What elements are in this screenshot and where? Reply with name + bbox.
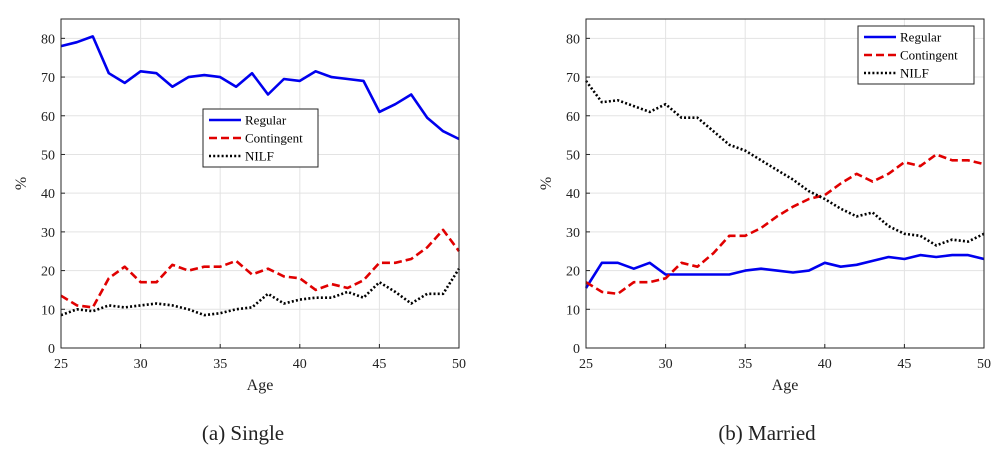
legend-label-nilf: NILF bbox=[900, 66, 929, 81]
y-tick-label: 40 bbox=[41, 187, 55, 202]
x-axis-label: Age bbox=[772, 377, 799, 394]
x-tick-label: 30 bbox=[134, 357, 148, 372]
panel-caption: (a) Single bbox=[202, 421, 284, 445]
series-line-nilf bbox=[584, 80, 985, 247]
legend-label-regular: Regular bbox=[245, 113, 287, 128]
y-tick-label: 20 bbox=[41, 265, 55, 280]
x-tick-label: 35 bbox=[738, 357, 752, 372]
y-axis-label: % bbox=[13, 177, 30, 190]
y-tick-label: 50 bbox=[566, 148, 580, 163]
legend-label-contingent: Contingent bbox=[245, 131, 303, 146]
series-line-regular bbox=[60, 35, 460, 141]
x-tick-label: 50 bbox=[977, 357, 991, 372]
x-tick-label: 45 bbox=[372, 357, 386, 372]
legend: Regular Contingent NILF bbox=[202, 108, 319, 168]
plot-frame bbox=[585, 18, 985, 349]
y-tick-label: 30 bbox=[41, 226, 55, 241]
y-tick-label: 70 bbox=[566, 71, 580, 86]
y-tick-label: 10 bbox=[41, 303, 55, 318]
y-tick-label: 20 bbox=[566, 265, 580, 280]
panel-caption: (b) Married bbox=[718, 421, 816, 445]
y-tick-label: 0 bbox=[573, 342, 580, 357]
x-tick-label: 25 bbox=[579, 357, 593, 372]
y-axis-label: % bbox=[538, 177, 555, 190]
legend-label-regular: Regular bbox=[900, 30, 942, 45]
y-tick-label: 80 bbox=[566, 32, 580, 47]
chart-panel-1: 25 30 35 40 45 50 0 10 20 30 40 50 60 70 80 Age% Regular… bbox=[13, 18, 466, 445]
plot-frame bbox=[60, 18, 460, 349]
y-tick-label: 50 bbox=[41, 148, 55, 163]
y-tick-label: 60 bbox=[566, 110, 580, 125]
y-tick-label: 30 bbox=[566, 226, 580, 241]
x-tick-label: 35 bbox=[213, 357, 227, 372]
y-tick-label: 80 bbox=[41, 32, 55, 47]
chart-panel-2: 25 30 35 40 45 50 0 10 20 30 40 50 60 70 80 Age% Regular… bbox=[538, 18, 991, 445]
legend-label-nilf: NILF bbox=[245, 149, 274, 164]
series-line-nilf bbox=[60, 268, 461, 317]
y-tick-label: 70 bbox=[41, 71, 55, 86]
y-tick-label: 40 bbox=[566, 187, 580, 202]
series-line-contingent bbox=[585, 153, 985, 296]
x-tick-label: 40 bbox=[293, 357, 307, 372]
x-tick-label: 45 bbox=[897, 357, 911, 372]
series-line-regular bbox=[584, 253, 985, 289]
y-tick-label: 10 bbox=[566, 303, 580, 318]
y-tick-label: 60 bbox=[41, 110, 55, 125]
series-line-contingent bbox=[60, 228, 461, 309]
x-tick-label: 25 bbox=[54, 357, 68, 372]
y-tick-label: 0 bbox=[48, 342, 55, 357]
legend-label-contingent: Contingent bbox=[900, 48, 958, 63]
x-tick-label: 40 bbox=[818, 357, 832, 372]
x-tick-label: 50 bbox=[452, 357, 466, 372]
legend: Regular Contingent NILF bbox=[857, 25, 975, 85]
x-tick-label: 30 bbox=[659, 357, 673, 372]
x-axis-label: Age bbox=[247, 377, 274, 394]
